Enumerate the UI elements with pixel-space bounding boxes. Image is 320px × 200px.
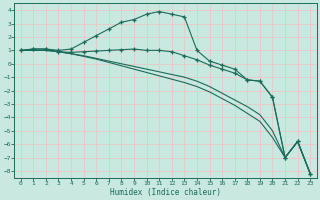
X-axis label: Humidex (Indice chaleur): Humidex (Indice chaleur) xyxy=(110,188,221,197)
